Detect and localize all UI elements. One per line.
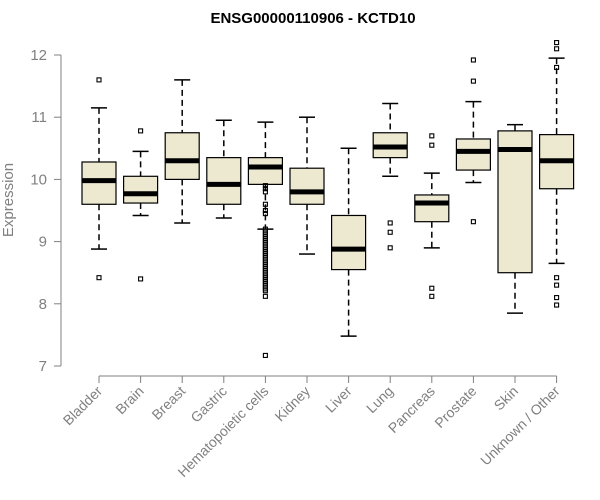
y-tick-label: 12 xyxy=(30,47,47,64)
box-iqr xyxy=(455,138,491,171)
outlier-point xyxy=(554,64,560,70)
x-tick-label: Unknown / Other xyxy=(477,383,563,469)
box-iqr xyxy=(331,214,367,271)
axes-group: 7 8 9 10 11 12 xyxy=(30,47,558,383)
x-tick-label: Breast xyxy=(148,383,188,423)
outlier-point xyxy=(470,57,476,63)
x-tick-label: Bladder xyxy=(60,383,106,429)
outlier-point xyxy=(262,207,268,214)
outlier-point xyxy=(96,275,102,281)
box-iqr xyxy=(414,194,450,223)
box-hematopoietic-cells xyxy=(247,121,283,358)
outlier-point xyxy=(387,245,393,251)
x-tick-label: Skin xyxy=(491,383,522,414)
outlier-point xyxy=(262,183,268,189)
box-iqr xyxy=(206,157,242,205)
outlier-point xyxy=(262,201,268,207)
y-tick-label: 8 xyxy=(39,296,47,313)
box-iqr xyxy=(122,175,159,204)
outlier-point xyxy=(554,295,560,301)
y-tick-label: 9 xyxy=(39,234,47,251)
outlier-point xyxy=(470,78,476,84)
box-iqr xyxy=(247,157,283,185)
box-iqr xyxy=(497,130,533,274)
outlier-point xyxy=(429,293,435,299)
x-tick-label: Lung xyxy=(363,383,396,416)
x-tick-label: Brain xyxy=(112,383,146,417)
outlier-point xyxy=(429,133,435,139)
outlier-point xyxy=(138,128,144,134)
outlier-point xyxy=(554,275,560,281)
outlier-point xyxy=(429,285,435,291)
box-lung xyxy=(372,102,408,251)
box-iqr xyxy=(289,167,325,205)
box-liver xyxy=(331,147,367,337)
outlier-point xyxy=(138,276,144,282)
x-tick-label: Kidney xyxy=(272,383,314,425)
outlier-point xyxy=(554,282,560,288)
box-prostate xyxy=(455,57,491,225)
outlier-point xyxy=(429,142,435,148)
outlier-point xyxy=(387,220,393,226)
x-tick-label: Prostate xyxy=(431,383,479,431)
x-tick-label: Liver xyxy=(322,383,355,416)
box-pancreas xyxy=(414,133,450,299)
y-tick-label: 11 xyxy=(31,109,47,126)
box-unknown-other xyxy=(538,40,575,308)
outlier-point xyxy=(262,293,268,299)
box-breast xyxy=(164,79,200,224)
chart-title: ENSG00000110906 - KCTD10 xyxy=(210,10,415,27)
box-skin xyxy=(497,123,533,314)
box-bladder xyxy=(81,77,117,281)
outlier-point xyxy=(262,352,268,358)
outlier-point xyxy=(470,219,476,225)
box-iqr xyxy=(164,132,200,181)
outlier-point xyxy=(262,189,268,195)
box-kidney xyxy=(289,116,325,255)
boxes-group xyxy=(81,40,575,358)
box-brain xyxy=(122,128,159,282)
outlier-point xyxy=(96,77,102,83)
outlier-point xyxy=(262,211,268,217)
outlier-point xyxy=(262,288,268,294)
y-tick-label: 7 xyxy=(39,358,47,375)
outlier-point xyxy=(554,40,560,46)
outlier-point xyxy=(262,186,268,192)
outlier-point xyxy=(554,46,560,52)
y-axis-label: Expression xyxy=(0,163,17,237)
outlier-point xyxy=(387,229,393,235)
y-tick-label: 10 xyxy=(30,171,47,188)
box-gastric xyxy=(206,119,242,219)
outlier-point xyxy=(554,302,560,308)
